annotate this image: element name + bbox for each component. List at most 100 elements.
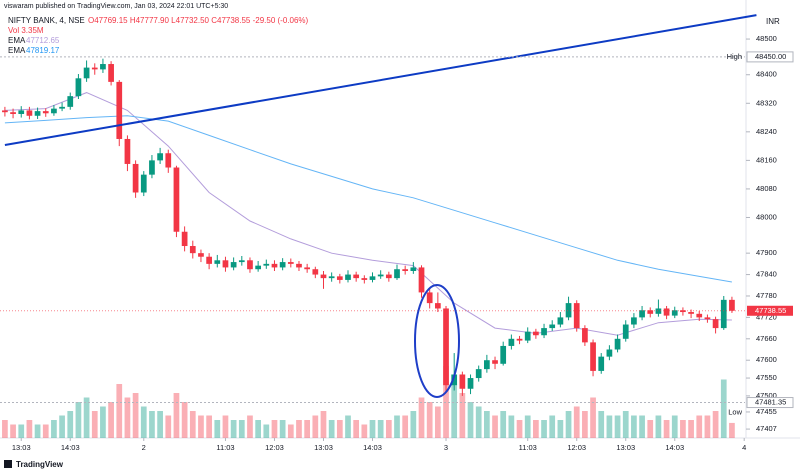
y-tick-label: 48080 bbox=[756, 184, 777, 193]
volume-bar bbox=[271, 420, 278, 438]
y-tick-label: 48500 bbox=[756, 34, 777, 43]
trend-line bbox=[4, 14, 757, 147]
candle-body bbox=[165, 153, 172, 168]
volume-bar bbox=[565, 411, 572, 438]
y-tick-label: 48160 bbox=[756, 155, 777, 164]
volume-bar bbox=[328, 420, 335, 438]
volume-bar bbox=[189, 411, 196, 438]
volume-bar bbox=[255, 420, 261, 438]
volume-bar bbox=[26, 420, 33, 438]
candle-body bbox=[671, 310, 678, 316]
candle-body bbox=[549, 324, 556, 329]
volume-bar bbox=[696, 415, 703, 438]
candle-body bbox=[655, 308, 662, 314]
candle-body bbox=[680, 310, 686, 313]
candle-body bbox=[369, 276, 376, 280]
candle-body bbox=[255, 265, 261, 270]
volume-bar bbox=[573, 406, 580, 438]
volume-bar bbox=[622, 411, 629, 438]
x-tick-label: 13:03 bbox=[314, 443, 333, 452]
candle-body bbox=[434, 303, 441, 309]
volume-bar bbox=[345, 415, 351, 438]
y-tick-label: 48400 bbox=[756, 70, 777, 79]
volume-bar bbox=[59, 415, 65, 438]
volume-bar bbox=[459, 393, 466, 438]
x-tick-label: 14:03 bbox=[61, 443, 80, 452]
volume-bar bbox=[238, 420, 245, 438]
candle-body bbox=[345, 274, 351, 280]
volume-bar bbox=[34, 424, 41, 438]
volume-bar bbox=[557, 420, 564, 438]
low-text: Low bbox=[728, 408, 742, 417]
candle-body bbox=[443, 308, 449, 386]
volume-bar bbox=[639, 415, 645, 438]
candle-body bbox=[410, 267, 417, 271]
volume-bar bbox=[598, 411, 605, 438]
candle-body bbox=[34, 111, 41, 116]
circle-annotation bbox=[414, 284, 460, 398]
y-tick-label: 47720 bbox=[756, 312, 777, 321]
candle-body bbox=[524, 331, 531, 341]
volume-bar bbox=[181, 402, 188, 438]
x-tick-label: 11:03 bbox=[216, 443, 234, 452]
volume-bar bbox=[451, 384, 458, 438]
volume-bar bbox=[426, 402, 433, 438]
y-tick-label: 47780 bbox=[756, 291, 777, 300]
ema-legend-name: EMA bbox=[8, 46, 26, 55]
candle-body bbox=[696, 313, 703, 318]
volume-bar bbox=[533, 420, 539, 438]
candle-body bbox=[75, 78, 82, 97]
candle-body bbox=[598, 356, 605, 371]
ema-legend-value: 47712.65 bbox=[26, 36, 60, 45]
volume-bar bbox=[42, 424, 49, 438]
volume-bar bbox=[647, 420, 654, 438]
volume-bar bbox=[116, 384, 123, 438]
plot bbox=[0, 14, 757, 441]
x-tick-label: 11:03 bbox=[519, 443, 537, 452]
volume-bar bbox=[2, 420, 8, 438]
volume-bar bbox=[541, 420, 547, 438]
y-tick-label: 48240 bbox=[756, 127, 777, 136]
volume-bar bbox=[549, 415, 556, 438]
volume-bar bbox=[377, 420, 384, 438]
volume-bar bbox=[149, 411, 155, 438]
candle-body bbox=[198, 253, 204, 257]
currency: INR bbox=[766, 17, 780, 26]
volume-bar bbox=[394, 415, 400, 438]
brand: TradingView bbox=[16, 460, 64, 469]
candle-body bbox=[263, 263, 270, 266]
y-tick-label: 48000 bbox=[756, 212, 777, 221]
volume-bar bbox=[606, 415, 613, 438]
candle-body bbox=[271, 263, 278, 268]
candle-body bbox=[451, 374, 458, 386]
candle-body bbox=[157, 153, 163, 161]
volume-bar bbox=[631, 415, 637, 438]
volume-bar bbox=[222, 415, 229, 438]
volume-bar bbox=[304, 420, 311, 438]
volume-bar bbox=[263, 424, 270, 438]
ema-legend-name: EMA bbox=[8, 36, 26, 45]
low-box bbox=[746, 397, 794, 409]
candle-body bbox=[712, 319, 719, 329]
x-tick-label: 13:03 bbox=[616, 443, 635, 452]
volume-bar bbox=[230, 420, 237, 438]
candle-body bbox=[26, 110, 33, 116]
candle-body bbox=[459, 374, 466, 389]
volume-bar bbox=[434, 406, 441, 438]
candle-body bbox=[402, 269, 409, 271]
volume-bar bbox=[410, 411, 417, 438]
volume-bar bbox=[108, 402, 114, 438]
volume-bar bbox=[336, 420, 343, 438]
candle-body bbox=[328, 276, 335, 279]
candle-body bbox=[614, 338, 621, 350]
ohlc: O47769.15 H47777.90 L47732.50 C47738.55 … bbox=[88, 16, 309, 25]
candle-body bbox=[500, 345, 507, 364]
volume-legend: Vol 3.35M bbox=[8, 26, 44, 35]
candle-body bbox=[279, 262, 286, 268]
volume-bar bbox=[296, 420, 302, 438]
candle-body bbox=[181, 231, 188, 247]
volume-bar bbox=[361, 424, 368, 438]
candle-body bbox=[622, 324, 629, 339]
volume-bar bbox=[402, 415, 409, 438]
